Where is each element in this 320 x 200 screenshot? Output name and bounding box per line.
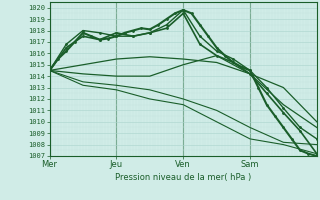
X-axis label: Pression niveau de la mer( hPa ): Pression niveau de la mer( hPa ) — [115, 173, 251, 182]
